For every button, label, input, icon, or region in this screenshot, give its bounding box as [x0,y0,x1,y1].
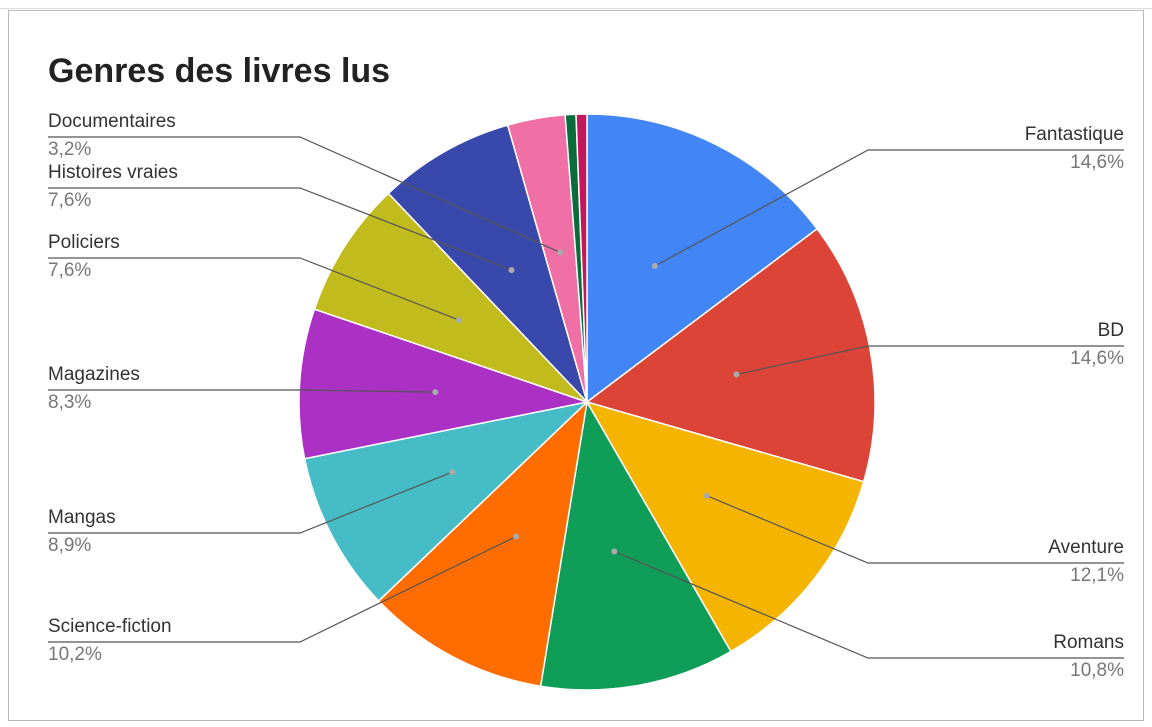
slice-percent: 12,1% [1070,565,1124,586]
slice-percent: 14,6% [1070,152,1124,173]
slice-percent: 14,6% [1070,348,1124,369]
leader-dot [508,267,515,274]
slice-label: Romans [1053,632,1124,653]
pie-slice[interactable] [585,400,865,653]
pie-slice[interactable] [298,308,590,460]
slice-percent: 8,9% [48,535,91,556]
leader-line [614,550,1124,659]
leader-line [48,136,561,253]
pie-labels: Fantastique 14,6% BD 14,6% Aventure 12,1% Roma… [48,111,1124,681]
sheet-top-gridline [0,0,1152,9]
leader-line [48,257,460,321]
leader-line [736,345,1124,375]
slice-percent: 7,6% [48,190,91,211]
slice-label: Documentaires [48,111,176,132]
slice-label: BD [1098,320,1124,341]
leader-line [48,389,436,393]
pie-slice[interactable] [539,399,732,691]
leader-line [654,149,1124,267]
slice-label: Aventure [1048,537,1124,558]
pie-slice[interactable] [575,113,588,403]
leader-dot [651,263,658,269]
pie-slice[interactable] [586,113,819,404]
leader-dot [733,371,740,378]
slice-percent: 7,6% [48,260,91,281]
leader-line [706,495,1124,564]
pie-slice[interactable] [387,124,588,403]
slice-label: Magazines [48,364,140,385]
slice-percent: 3,2% [48,139,91,160]
slice-percent: 10,8% [1070,660,1124,681]
leader-dot [456,317,462,324]
leader-dot [449,469,456,476]
slice-label: Fantastique [1025,124,1124,145]
leader-dot [432,389,439,396]
slice-percent: 10,2% [48,644,102,665]
chart-title: Genres des livres lus [48,52,391,90]
leader-dot [611,548,618,555]
slice-percent: 8,3% [48,392,91,413]
pie-slice[interactable] [585,227,876,483]
leader-line [48,535,517,643]
leader-dot [513,533,520,540]
leader-dot [557,249,564,256]
pie-slice[interactable] [313,192,588,403]
leader-line [48,187,512,271]
pie-slice[interactable] [303,400,590,602]
pie-slice[interactable] [377,399,589,688]
leader-line [48,471,453,534]
slice-label: Policiers [48,232,120,253]
leader-dot [703,492,710,499]
slice-label: Histoires vraies [48,162,178,183]
pie-slices [298,113,876,691]
slice-label: Mangas [48,507,116,528]
slice-label: Science-fiction [48,616,172,637]
